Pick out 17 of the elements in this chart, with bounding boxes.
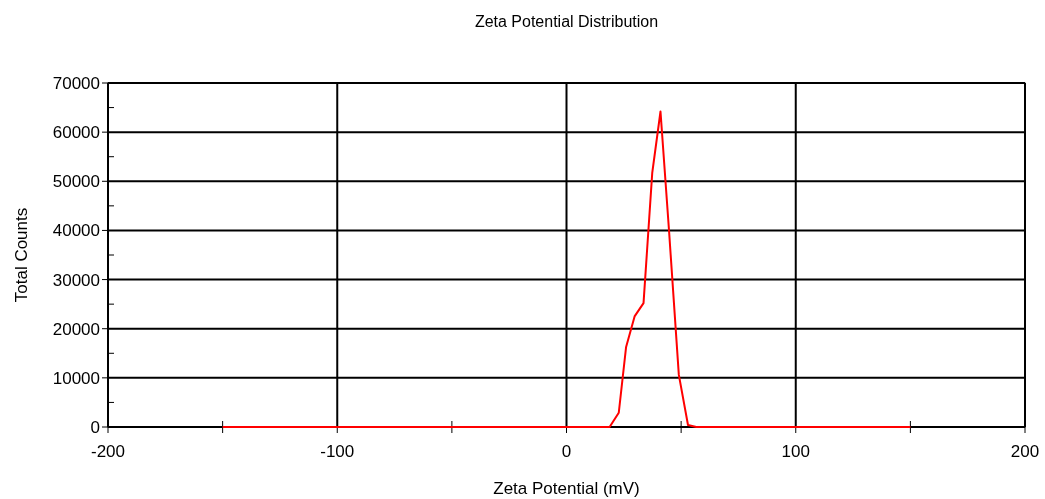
y-tick-label: 30000 bbox=[52, 270, 100, 290]
y-tick-label: 60000 bbox=[52, 123, 100, 143]
y-tick-label: 0 bbox=[90, 417, 100, 437]
x-tick-label: -200 bbox=[90, 442, 126, 461]
line-series bbox=[221, 110, 912, 428]
y-tick-label: 20000 bbox=[52, 319, 100, 339]
y-tick-label: 40000 bbox=[52, 221, 100, 241]
y-tick-label: 10000 bbox=[52, 368, 100, 388]
y-tick-label: 70000 bbox=[52, 73, 100, 93]
x-tick-label: -100 bbox=[320, 442, 355, 461]
x-tick-label: 200 bbox=[1010, 442, 1040, 461]
x-tick-label: 0 bbox=[561, 442, 572, 461]
y-axis-title: Total Counts bbox=[12, 207, 31, 303]
x-tick-label: 100 bbox=[781, 442, 810, 461]
chart-title: Zeta Potential Distribution bbox=[474, 13, 659, 30]
y-tick-label: 50000 bbox=[52, 172, 100, 192]
x-axis-title: Zeta Potential (mV) bbox=[493, 479, 640, 498]
